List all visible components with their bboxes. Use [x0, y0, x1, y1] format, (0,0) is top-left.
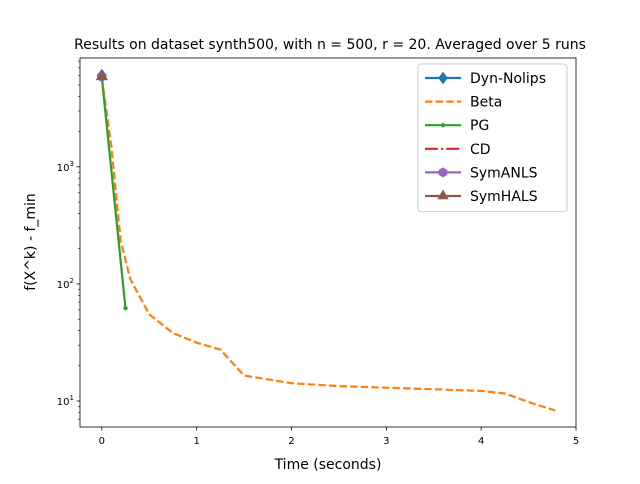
legend-label: Dyn-Nolips: [470, 71, 546, 87]
legend-item: Dyn-Nolips: [425, 71, 546, 87]
series-marker: [440, 123, 446, 128]
series-beta: [100, 77, 556, 412]
series-line: [100, 77, 127, 309]
axes-frame: [79, 57, 577, 428]
x-tick-label: 3: [383, 436, 389, 447]
legend-label: CD: [470, 142, 491, 158]
x-tick-label: 1: [193, 436, 199, 447]
legend-label: SymANLS: [470, 165, 538, 181]
legend-box: [417, 63, 568, 213]
series-line: [100, 77, 556, 412]
series-marker: [123, 306, 128, 311]
x-tick-label: 5: [573, 436, 579, 447]
legend-item: SymANLS: [425, 165, 538, 181]
legend-label: Beta: [470, 95, 502, 111]
x-tick-label: 4: [478, 436, 484, 447]
series-marker: [95, 69, 108, 81]
series-marker: [438, 71, 448, 85]
y-axis-label: f(X^k) - f_min: [23, 193, 39, 291]
legend: Dyn-Nolips Beta PG CD SymANLS SymHALS: [417, 63, 568, 213]
series-symhals: [95, 69, 108, 81]
legend-label: PG: [470, 118, 489, 134]
series-marker: [437, 189, 449, 200]
legend-item: PG: [425, 118, 489, 134]
x-tick-label: 2: [288, 436, 294, 447]
legend-item: CD: [425, 142, 491, 158]
x-tick-label: 0: [99, 436, 105, 447]
series-marker: [438, 167, 448, 178]
chart-title: Results on dataset synth500, with n = 50…: [74, 37, 586, 53]
legend-item: SymHALS: [425, 189, 538, 205]
x-axis-label: Time (seconds): [274, 457, 382, 473]
legend-item: Beta: [425, 95, 502, 111]
legend-label: SymHALS: [470, 189, 538, 205]
